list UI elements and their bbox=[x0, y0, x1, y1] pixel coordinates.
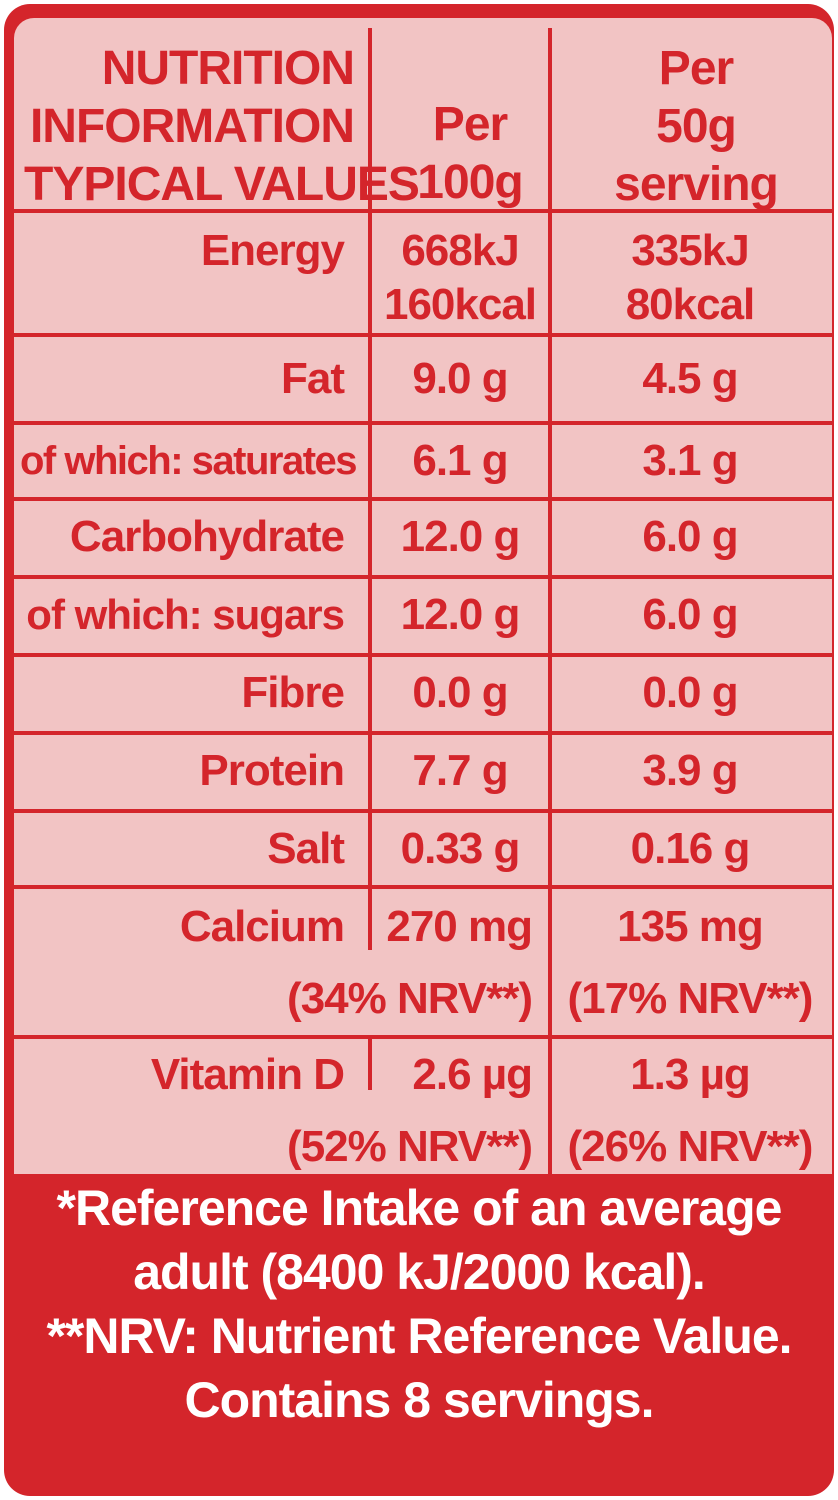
value: 3.1 g bbox=[642, 436, 738, 485]
nutrient-name: Vitamin D bbox=[150, 1050, 345, 1099]
row-carbohydrate-name: Carbohydrate bbox=[24, 510, 345, 564]
row-divider bbox=[14, 731, 832, 735]
nutrient-name: Carbohydrate bbox=[69, 512, 345, 561]
value: 3.9 g bbox=[642, 746, 738, 795]
value: 4.5 g bbox=[642, 354, 738, 403]
value: 6.0 g bbox=[642, 590, 738, 639]
row-energy-per100: 668kJ 160kcal bbox=[372, 224, 548, 332]
row-protein-serving: 3.9 g bbox=[552, 744, 828, 798]
row-divider bbox=[14, 575, 832, 579]
row-saturates-name: of which: saturates bbox=[20, 434, 358, 488]
row-divider bbox=[14, 497, 832, 501]
row-divider bbox=[14, 209, 832, 213]
header-per-100g: Per 100g bbox=[380, 96, 560, 212]
row-fibre-per100: 0.0 g bbox=[372, 666, 548, 720]
header-line: 100g bbox=[417, 156, 523, 209]
row-calcium-serving: 135 mg (17% NRV**) bbox=[552, 900, 828, 1026]
row-salt-name: Salt bbox=[24, 822, 345, 876]
row-sugars-name: of which: sugars bbox=[24, 588, 345, 642]
value: 1.3 µg bbox=[630, 1050, 751, 1099]
value-nrv: (34% NRV**) bbox=[287, 974, 533, 1023]
value: 0.0 g bbox=[412, 668, 508, 717]
column-divider bbox=[368, 334, 372, 950]
value: 0.33 g bbox=[400, 824, 521, 873]
footnote-reference-intake: *Reference Intake of an average bbox=[56, 1180, 783, 1236]
row-energy-name: Energy bbox=[24, 224, 345, 278]
row-sugars-serving: 6.0 g bbox=[552, 588, 828, 642]
header-line: INFORMATION bbox=[29, 100, 355, 153]
footnote-servings: Contains 8 servings. bbox=[184, 1372, 654, 1428]
footnote-nrv: **NRV: Nutrient Reference Value. bbox=[46, 1308, 792, 1364]
value: 0.16 g bbox=[630, 824, 751, 873]
row-divider bbox=[14, 885, 832, 889]
row-fibre-serving: 0.0 g bbox=[552, 666, 828, 720]
row-divider bbox=[14, 809, 832, 813]
row-fibre-name: Fibre bbox=[24, 666, 345, 720]
header-line: Per bbox=[658, 42, 734, 95]
footnotes: *Reference Intake of an average adult (8… bbox=[4, 1176, 834, 1432]
header-line: NUTRITION bbox=[101, 42, 355, 95]
value: 160kcal bbox=[383, 280, 537, 329]
row-salt-per100: 0.33 g bbox=[372, 822, 548, 876]
value: 80kcal bbox=[625, 280, 756, 329]
value: 135 mg bbox=[617, 902, 764, 951]
value: 0.0 g bbox=[642, 668, 738, 717]
column-divider bbox=[368, 1038, 372, 1090]
value-nrv: (17% NRV**) bbox=[567, 974, 814, 1023]
row-divider bbox=[14, 1035, 832, 1039]
value-nrv: (52% NRV**) bbox=[287, 1122, 533, 1171]
nutrition-table: NUTRITION INFORMATION TYPICAL VALUES Per… bbox=[14, 18, 832, 1174]
row-calcium-name: Calcium bbox=[24, 900, 345, 954]
row-sugars-per100: 12.0 g bbox=[372, 588, 548, 642]
nutrient-name: Protein bbox=[199, 746, 345, 795]
header-per-serving: Per 50g serving bbox=[560, 40, 832, 214]
value: 335kJ bbox=[631, 226, 749, 275]
row-divider bbox=[14, 421, 832, 425]
nutrient-name: of which: saturates bbox=[20, 439, 358, 483]
row-saturates-serving: 3.1 g bbox=[552, 434, 828, 488]
row-carbohydrate-per100: 12.0 g bbox=[372, 510, 548, 564]
row-vitamin-d-name: Vitamin D bbox=[24, 1048, 345, 1102]
header-line: serving bbox=[614, 158, 779, 211]
header-typical-values: NUTRITION INFORMATION TYPICAL VALUES bbox=[24, 40, 420, 214]
header-line: TYPICAL VALUES bbox=[24, 158, 420, 211]
nutrition-label: NUTRITION INFORMATION TYPICAL VALUES Per… bbox=[4, 4, 834, 1496]
nutrient-name: Calcium bbox=[179, 902, 345, 951]
value: 6.1 g bbox=[412, 436, 508, 485]
header-line: Per bbox=[432, 98, 508, 151]
value: 6.0 g bbox=[642, 512, 738, 561]
row-saturates-per100: 6.1 g bbox=[372, 434, 548, 488]
row-protein-name: Protein bbox=[24, 744, 345, 798]
value: 270 mg bbox=[386, 902, 533, 951]
value: 12.0 g bbox=[400, 512, 521, 561]
row-carbohydrate-serving: 6.0 g bbox=[552, 510, 828, 564]
nutrient-name: Fat bbox=[281, 354, 345, 403]
nutrient-name: Salt bbox=[267, 824, 345, 873]
row-divider bbox=[14, 333, 832, 337]
value-nrv: (26% NRV**) bbox=[567, 1122, 814, 1171]
row-salt-serving: 0.16 g bbox=[552, 822, 828, 876]
row-energy-serving: 335kJ 80kcal bbox=[552, 224, 828, 332]
row-vitamin-d-per100: 2.6 µg (52% NRV**) bbox=[284, 1048, 533, 1174]
row-fat-serving: 4.5 g bbox=[552, 352, 828, 406]
value: 2.6 µg bbox=[412, 1050, 533, 1099]
column-divider bbox=[548, 28, 552, 334]
nutrient-name: Fibre bbox=[241, 668, 345, 717]
row-vitamin-d-serving: 1.3 µg (26% NRV**) bbox=[552, 1048, 828, 1174]
value: 9.0 g bbox=[412, 354, 508, 403]
nutrient-name: Energy bbox=[200, 226, 345, 275]
value: 12.0 g bbox=[400, 590, 521, 639]
row-calcium-per100: 270 mg (34% NRV**) bbox=[284, 900, 533, 1026]
row-protein-per100: 7.7 g bbox=[372, 744, 548, 798]
row-fat-name: Fat bbox=[24, 352, 345, 406]
header-line: 50g bbox=[656, 100, 737, 153]
nutrient-name: of which: sugars bbox=[26, 591, 345, 638]
column-divider bbox=[368, 28, 372, 334]
footnote-reference-intake-values: adult (8400 kJ/2000 kcal). bbox=[133, 1244, 706, 1300]
column-divider bbox=[548, 334, 552, 1174]
row-fat-per100: 9.0 g bbox=[372, 352, 548, 406]
value: 668kJ bbox=[401, 226, 519, 275]
value: 7.7 g bbox=[412, 746, 508, 795]
row-divider bbox=[14, 653, 832, 657]
